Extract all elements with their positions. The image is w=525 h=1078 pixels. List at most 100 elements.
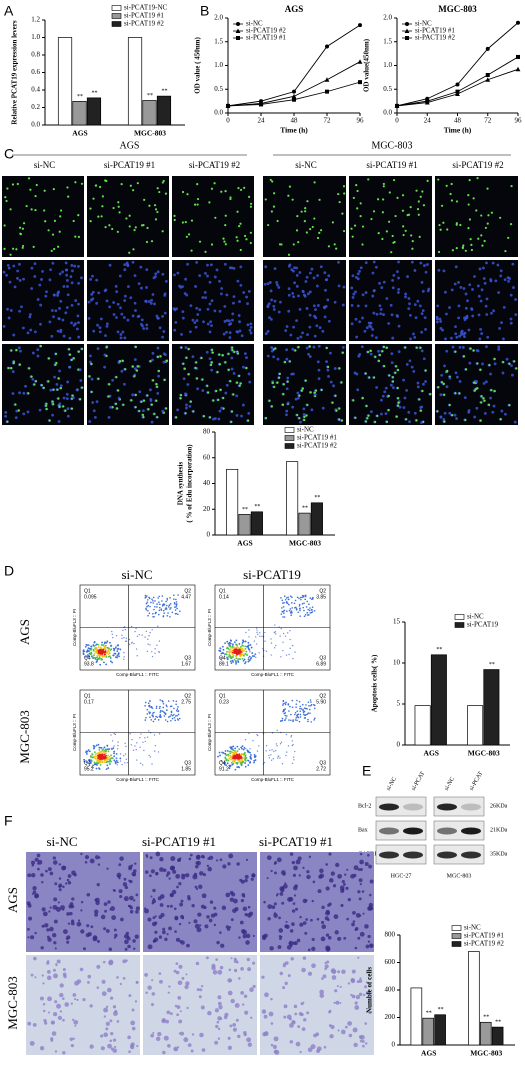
event [239,648,242,651]
event [230,651,232,654]
nucleus [268,281,272,284]
event [243,746,246,749]
event [139,737,141,739]
nucleus [230,367,234,371]
edu-cell [47,357,51,360]
cell [144,973,148,977]
event [254,759,257,761]
nucleus [176,271,180,275]
edu-cell [154,208,158,211]
cell [224,1012,229,1017]
nucleus [20,305,23,309]
nucleus [471,288,474,291]
edu-cell [385,230,388,233]
event [291,706,294,709]
cell [328,902,332,906]
event [225,758,228,761]
marker [236,36,240,40]
event [106,758,108,760]
nucleus [360,345,364,349]
quadrant-name: Q4 [84,760,91,766]
legend-label: si-NC [415,20,432,28]
nucleus [424,328,427,331]
event [290,614,293,617]
nucleus [71,269,74,273]
event [226,640,229,643]
cell [177,980,183,986]
cell [166,871,171,875]
nucleus [126,264,130,268]
event [236,766,239,769]
bar [156,95,172,126]
event [94,656,97,659]
event [149,716,151,718]
nucleus [454,332,458,336]
event [225,653,228,656]
nucleus [457,304,461,308]
edu-cell [200,356,203,360]
event [163,612,165,614]
edu-cell [469,238,472,241]
cell [164,937,168,942]
edu-cell [439,228,442,231]
nucleus [228,266,232,270]
nucleus [40,278,43,281]
marker [357,59,363,64]
cell [134,862,137,865]
event [280,656,282,658]
nucleus [443,364,446,368]
edu-cell [128,225,131,228]
cell [291,922,295,926]
cells [263,260,346,340]
nucleus [442,269,446,273]
cell [218,1004,223,1010]
nucleus [30,287,34,290]
cell [339,1001,342,1005]
cell [311,963,316,969]
cell [272,1044,277,1049]
nucleus [302,293,306,297]
event [229,660,232,663]
edu-cell [33,383,36,386]
nucleus [481,362,484,366]
chart-title: AGS [285,4,304,14]
cell [150,895,153,898]
cell [76,921,82,927]
event [291,744,293,747]
nucleus [277,286,281,289]
cell [361,890,365,893]
cell [304,931,308,935]
legend-swatch [284,427,295,433]
event [145,607,147,610]
event [147,702,150,704]
edu-cell [341,212,344,215]
event [98,651,101,654]
nucleus [352,292,356,296]
nucleus [455,335,459,339]
cell [364,861,369,866]
cell [274,1049,280,1055]
quadrant-value: 5.90 [316,699,326,705]
cell [49,906,52,909]
edu-cell [138,409,141,413]
nucleus [351,296,355,299]
marker [455,82,460,87]
event [270,654,272,656]
edu-cell [218,363,221,366]
cell [112,1048,117,1053]
edu-cell [236,352,240,355]
edu-cell [192,410,195,413]
edu-cell [422,204,426,207]
nucleus [439,415,443,419]
nucleus [139,265,143,269]
edu-cell [97,215,100,218]
edu-cell [165,359,169,362]
nucleus [5,273,8,277]
event [221,645,224,648]
event [107,754,109,757]
nucleus [511,373,514,377]
nucleus [123,294,127,298]
nucleus [92,329,96,333]
cell [66,935,71,940]
event [146,736,149,738]
